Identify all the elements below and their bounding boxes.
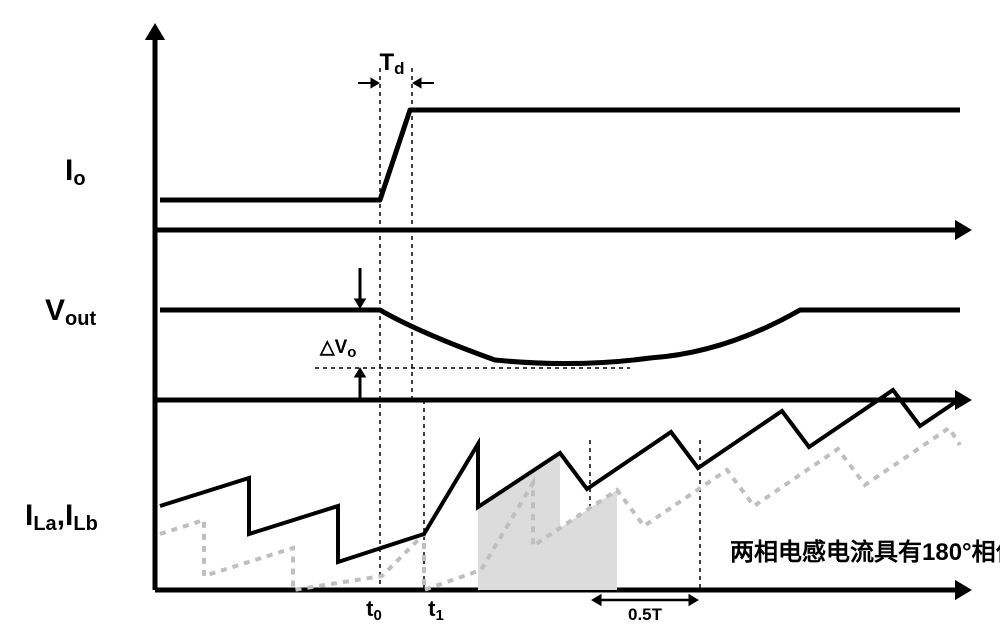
label-Td: Td <box>379 49 404 78</box>
waveform-Io <box>160 110 960 200</box>
label-deltaV: △Vo <box>319 337 356 361</box>
label-halfT: 0.5T <box>628 605 663 624</box>
waveform-Vout <box>160 310 960 364</box>
label-IL: ILa,ILb <box>25 499 98 535</box>
label-t0: t0 <box>366 596 382 624</box>
label-Vout: Vout <box>45 294 96 330</box>
waveform-diagram: Td △Vo 0.5T t0 t1 Io Vout ILa,ILb 两相电感电流具有180°相位… <box>0 0 1000 626</box>
label-annotation: 两相电感电流具有180°相位差 <box>730 538 1000 566</box>
label-t1: t1 <box>428 596 444 624</box>
label-Io: Io <box>65 154 86 190</box>
